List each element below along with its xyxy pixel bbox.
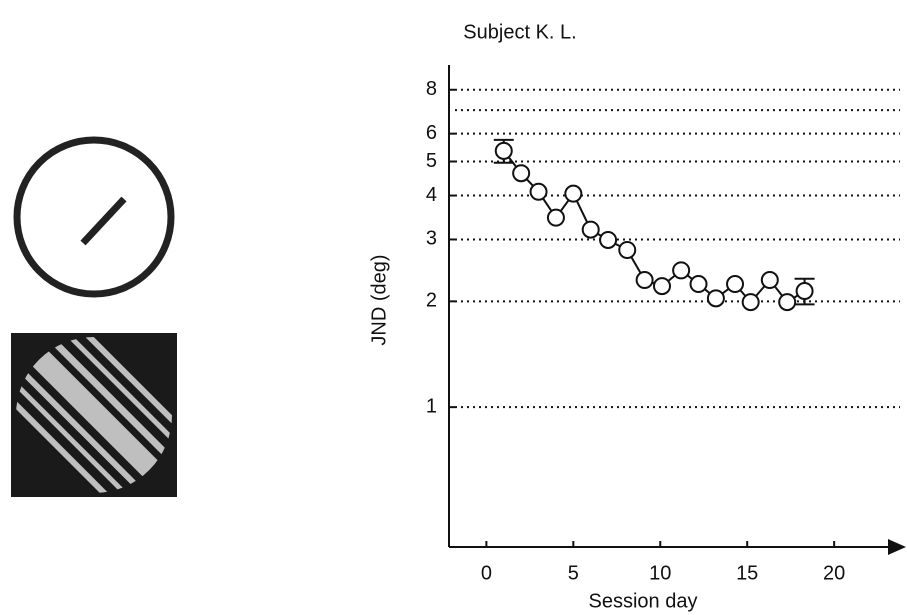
data-point — [635, 271, 654, 290]
x-tick-label: 10 — [649, 562, 671, 584]
y-tick-label: 5 — [426, 150, 437, 172]
data-point — [741, 293, 760, 312]
data-point — [581, 220, 600, 239]
y-tick-label: 3 — [426, 228, 437, 250]
data-point — [618, 240, 637, 259]
chart-title: Subject K. L. — [463, 21, 576, 43]
data-point — [726, 275, 745, 294]
data-point — [706, 289, 725, 308]
x-tick-label: 0 — [481, 562, 492, 584]
data-point — [494, 141, 513, 160]
grating-stimulus — [0, 309, 205, 526]
x-tick-label: 20 — [823, 562, 845, 584]
x-tick-label: 5 — [568, 562, 579, 584]
y-axis-label: JND (deg) — [368, 254, 390, 345]
data-point — [546, 208, 565, 227]
x-axis-arrow — [888, 539, 906, 555]
data-point — [689, 275, 708, 294]
x-tick-label: 15 — [736, 562, 758, 584]
data-line — [502, 150, 806, 304]
data-point — [529, 182, 548, 201]
x-axis-label: Session day — [589, 590, 698, 612]
y-tick-label: 8 — [426, 78, 437, 100]
data-point — [564, 184, 583, 203]
stimulus-icon — [13, 136, 175, 298]
data-point — [672, 261, 691, 280]
data-point — [512, 164, 531, 183]
data-point — [778, 293, 797, 312]
y-tick-label: 2 — [426, 290, 437, 312]
y-tick-label: 4 — [426, 184, 437, 206]
y-tick-label: 1 — [426, 395, 437, 417]
data-point — [760, 271, 779, 290]
data-point — [653, 277, 672, 296]
y-tick-label: 6 — [426, 122, 437, 144]
data-point — [795, 282, 814, 301]
data-point — [599, 230, 618, 249]
